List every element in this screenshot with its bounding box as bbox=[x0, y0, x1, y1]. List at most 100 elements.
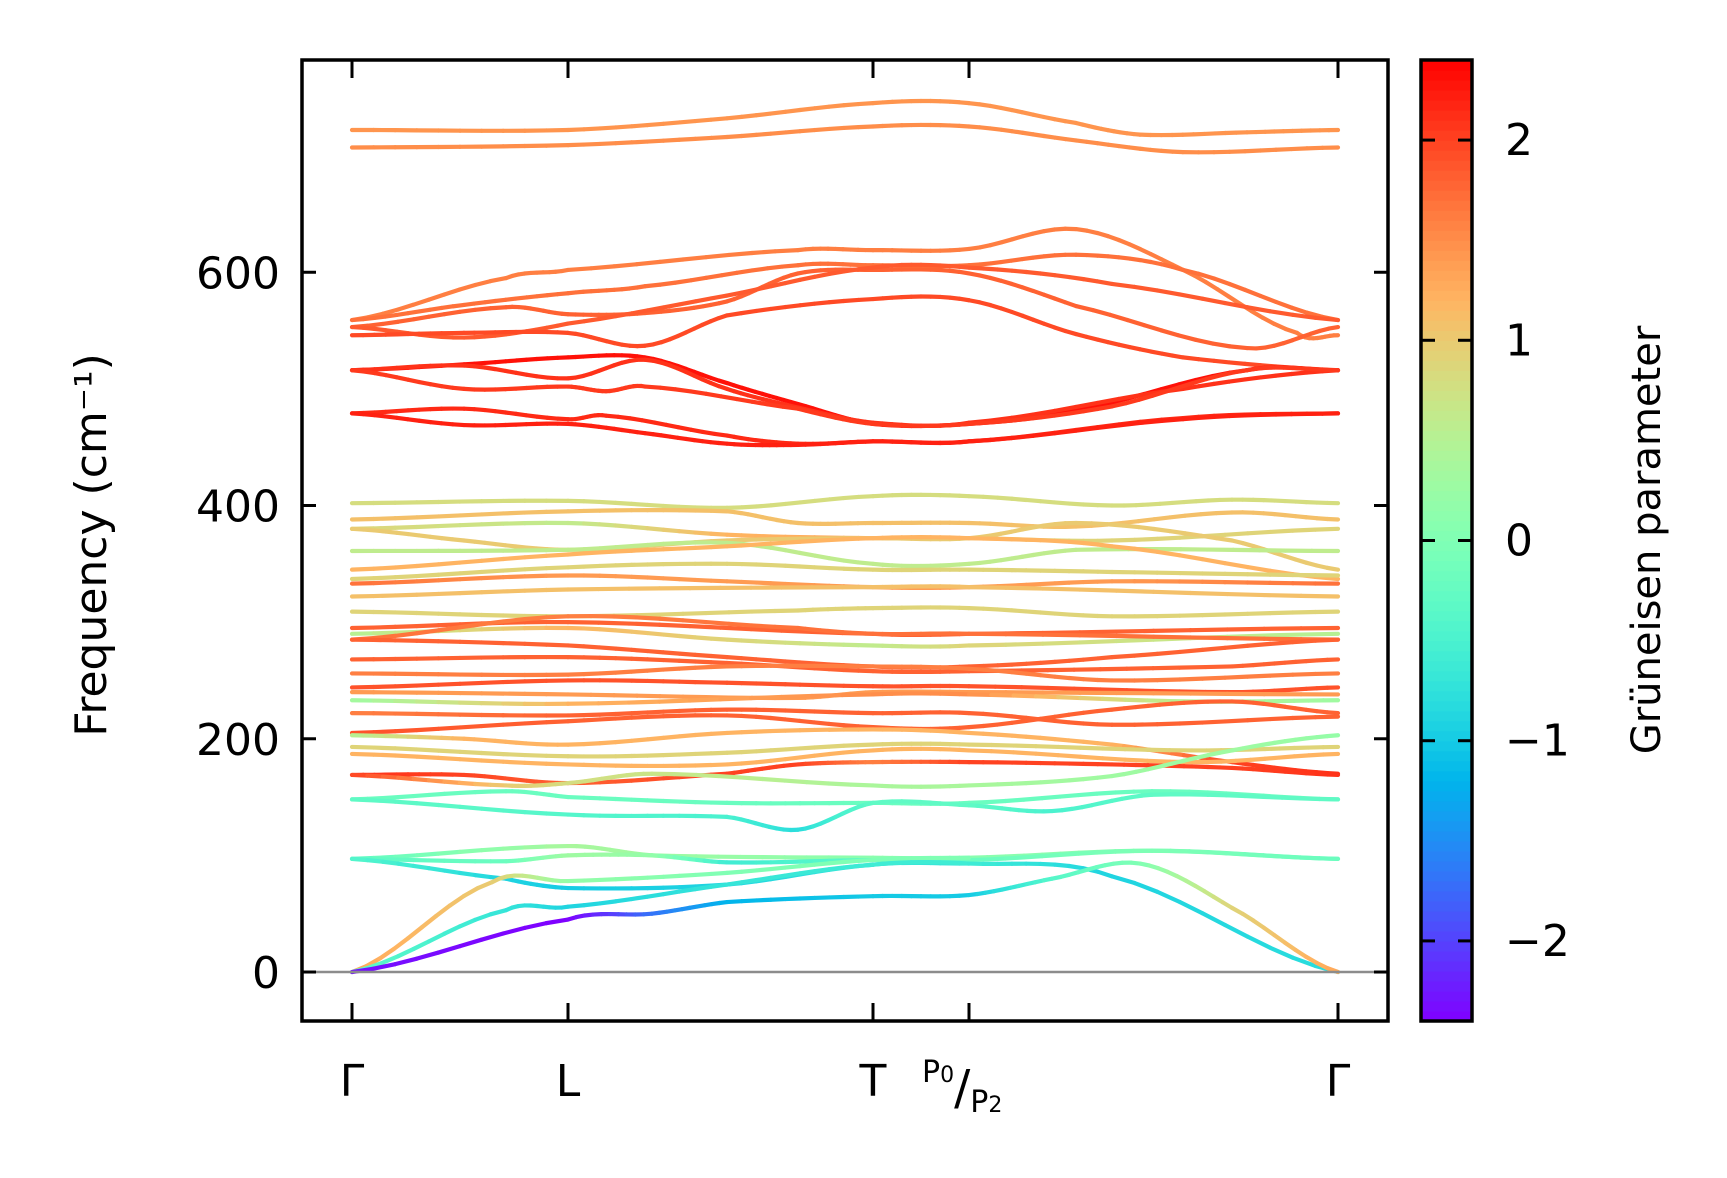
colorbar-segment bbox=[1421, 540, 1472, 552]
band-segment bbox=[396, 775, 416, 782]
band-segment bbox=[1245, 305, 1273, 314]
band-segment bbox=[827, 298, 846, 305]
band-segment bbox=[783, 500, 803, 507]
band-segment bbox=[1211, 358, 1232, 365]
band-segment bbox=[488, 782, 509, 788]
band-segment bbox=[1245, 641, 1273, 648]
band-segment bbox=[748, 694, 784, 701]
colorbar-segment bbox=[1421, 370, 1472, 381]
colorbar-segment bbox=[1421, 150, 1472, 161]
band-segment bbox=[739, 533, 759, 539]
band-segment bbox=[1151, 515, 1172, 522]
band-segment bbox=[1109, 281, 1137, 289]
band-segment bbox=[629, 647, 650, 654]
band-segment bbox=[1260, 315, 1277, 326]
band-segment bbox=[1155, 649, 1182, 656]
band-segment bbox=[414, 591, 441, 597]
band-segment bbox=[365, 773, 385, 779]
colorbar-segment bbox=[1421, 780, 1472, 792]
band-segment bbox=[1298, 855, 1322, 861]
band-segment bbox=[349, 576, 376, 582]
colorbar-segment bbox=[1421, 730, 1472, 742]
colorbar-segment bbox=[1421, 750, 1472, 762]
band-31 bbox=[349, 707, 1341, 727]
band-segment bbox=[708, 750, 730, 756]
band-25 bbox=[349, 637, 1341, 670]
band-segment bbox=[1196, 414, 1217, 421]
band-segment bbox=[411, 314, 432, 322]
band-segment bbox=[708, 660, 730, 666]
band-segment bbox=[797, 869, 817, 876]
band-segment bbox=[1072, 686, 1103, 692]
band-segment bbox=[783, 640, 803, 646]
band-segment bbox=[1081, 677, 1100, 683]
colorbar-segment bbox=[1421, 310, 1472, 321]
band-segment bbox=[1262, 755, 1282, 761]
band-segment bbox=[613, 778, 634, 784]
band-11 bbox=[349, 411, 1341, 448]
band-segment bbox=[1116, 420, 1143, 428]
band-segment bbox=[693, 635, 714, 641]
band-segment bbox=[479, 521, 506, 527]
band-segment bbox=[1024, 537, 1043, 543]
band-segment bbox=[1151, 589, 1193, 596]
band-segment bbox=[457, 757, 484, 763]
band-segment bbox=[827, 743, 846, 749]
band-segment bbox=[783, 563, 803, 569]
band-segment bbox=[694, 772, 721, 779]
band-segment bbox=[565, 547, 587, 552]
band-segment bbox=[1163, 385, 1182, 394]
band-segment bbox=[995, 662, 1015, 668]
band-segment bbox=[629, 894, 650, 902]
band-segment bbox=[1052, 428, 1079, 436]
band-segment bbox=[693, 135, 714, 141]
band-segment bbox=[966, 642, 1009, 648]
band-segment bbox=[457, 870, 478, 878]
band-segment bbox=[1033, 751, 1061, 758]
band-segment bbox=[1262, 592, 1304, 598]
band-segment bbox=[349, 730, 376, 736]
band-segment bbox=[1167, 528, 1188, 536]
band-segment bbox=[1066, 539, 1086, 546]
band-segment bbox=[797, 274, 817, 282]
band-segment bbox=[457, 590, 484, 596]
band-segment bbox=[371, 593, 398, 599]
band-segment bbox=[349, 797, 376, 803]
band-39 bbox=[349, 792, 1341, 833]
band-segment bbox=[1222, 643, 1250, 650]
band-segment bbox=[1114, 628, 1156, 634]
colorbar-segment bbox=[1421, 290, 1472, 301]
band-segment bbox=[680, 610, 709, 616]
band-segment bbox=[1076, 850, 1100, 856]
band-segment bbox=[1142, 323, 1164, 333]
band-segment bbox=[479, 750, 506, 757]
band-segment bbox=[754, 758, 773, 765]
band-segment bbox=[414, 562, 441, 569]
y-tick-label: 0 bbox=[252, 948, 280, 999]
band-segment bbox=[1024, 415, 1043, 422]
band-segment bbox=[841, 743, 861, 748]
band-segment bbox=[613, 124, 634, 130]
band-segment bbox=[1058, 792, 1081, 799]
band-segment bbox=[804, 780, 831, 786]
band-segment bbox=[1155, 549, 1182, 558]
band-segment bbox=[1222, 674, 1250, 680]
band-segment bbox=[677, 651, 698, 657]
x-tick-label: L bbox=[556, 1056, 581, 1107]
band-segment bbox=[1248, 756, 1268, 762]
band-segment bbox=[797, 708, 817, 714]
band-segment bbox=[760, 776, 787, 783]
band-segment bbox=[1155, 288, 1182, 297]
band-segment bbox=[1009, 733, 1029, 739]
band-37 bbox=[349, 733, 1341, 789]
band-segment bbox=[1038, 659, 1057, 665]
band-segment bbox=[1073, 404, 1096, 412]
band-segment bbox=[1268, 640, 1295, 646]
band-segment bbox=[613, 628, 634, 634]
band-segment bbox=[739, 749, 759, 755]
band-segment bbox=[708, 762, 730, 768]
band-segment bbox=[565, 142, 587, 148]
band-segment bbox=[677, 136, 698, 142]
band-segment bbox=[596, 620, 632, 626]
band-segment bbox=[442, 779, 462, 785]
